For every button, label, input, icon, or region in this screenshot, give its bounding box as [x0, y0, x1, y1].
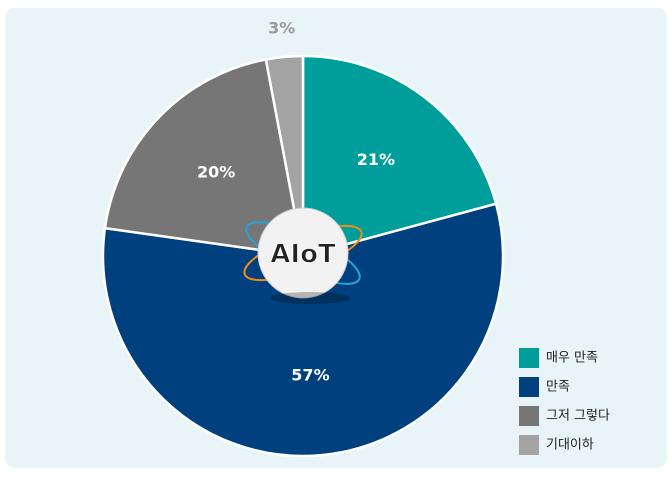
legend-swatch	[519, 377, 539, 397]
legend-label: 기대이하	[546, 438, 594, 453]
legend-label: 만족	[546, 380, 570, 395]
logo-text: AIoT	[270, 240, 336, 270]
data-label: 20%	[197, 163, 235, 182]
legend-label: 그저 그렇다	[546, 409, 610, 424]
data-label: 3%	[268, 18, 295, 37]
legend-swatch	[519, 348, 539, 368]
legend-swatch	[519, 406, 539, 426]
data-label: 57%	[291, 365, 329, 384]
legend-label: 매우 만족	[546, 351, 598, 366]
chart: 21% 57% 20% 3% 매우 만족만족그저 그렇다기대이하 AIoT	[0, 0, 672, 473]
data-label: 21%	[357, 150, 395, 169]
legend-swatch	[519, 435, 539, 455]
logo-shadow	[270, 292, 350, 304]
